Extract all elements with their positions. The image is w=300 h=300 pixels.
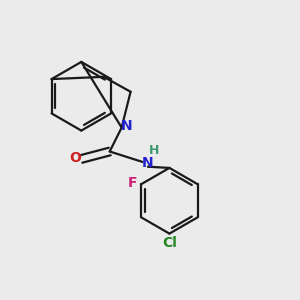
Text: Cl: Cl xyxy=(162,236,177,250)
Text: N: N xyxy=(121,119,133,133)
Text: H: H xyxy=(149,144,160,157)
Text: F: F xyxy=(127,176,137,190)
Text: N: N xyxy=(142,156,154,170)
Text: O: O xyxy=(69,151,81,165)
